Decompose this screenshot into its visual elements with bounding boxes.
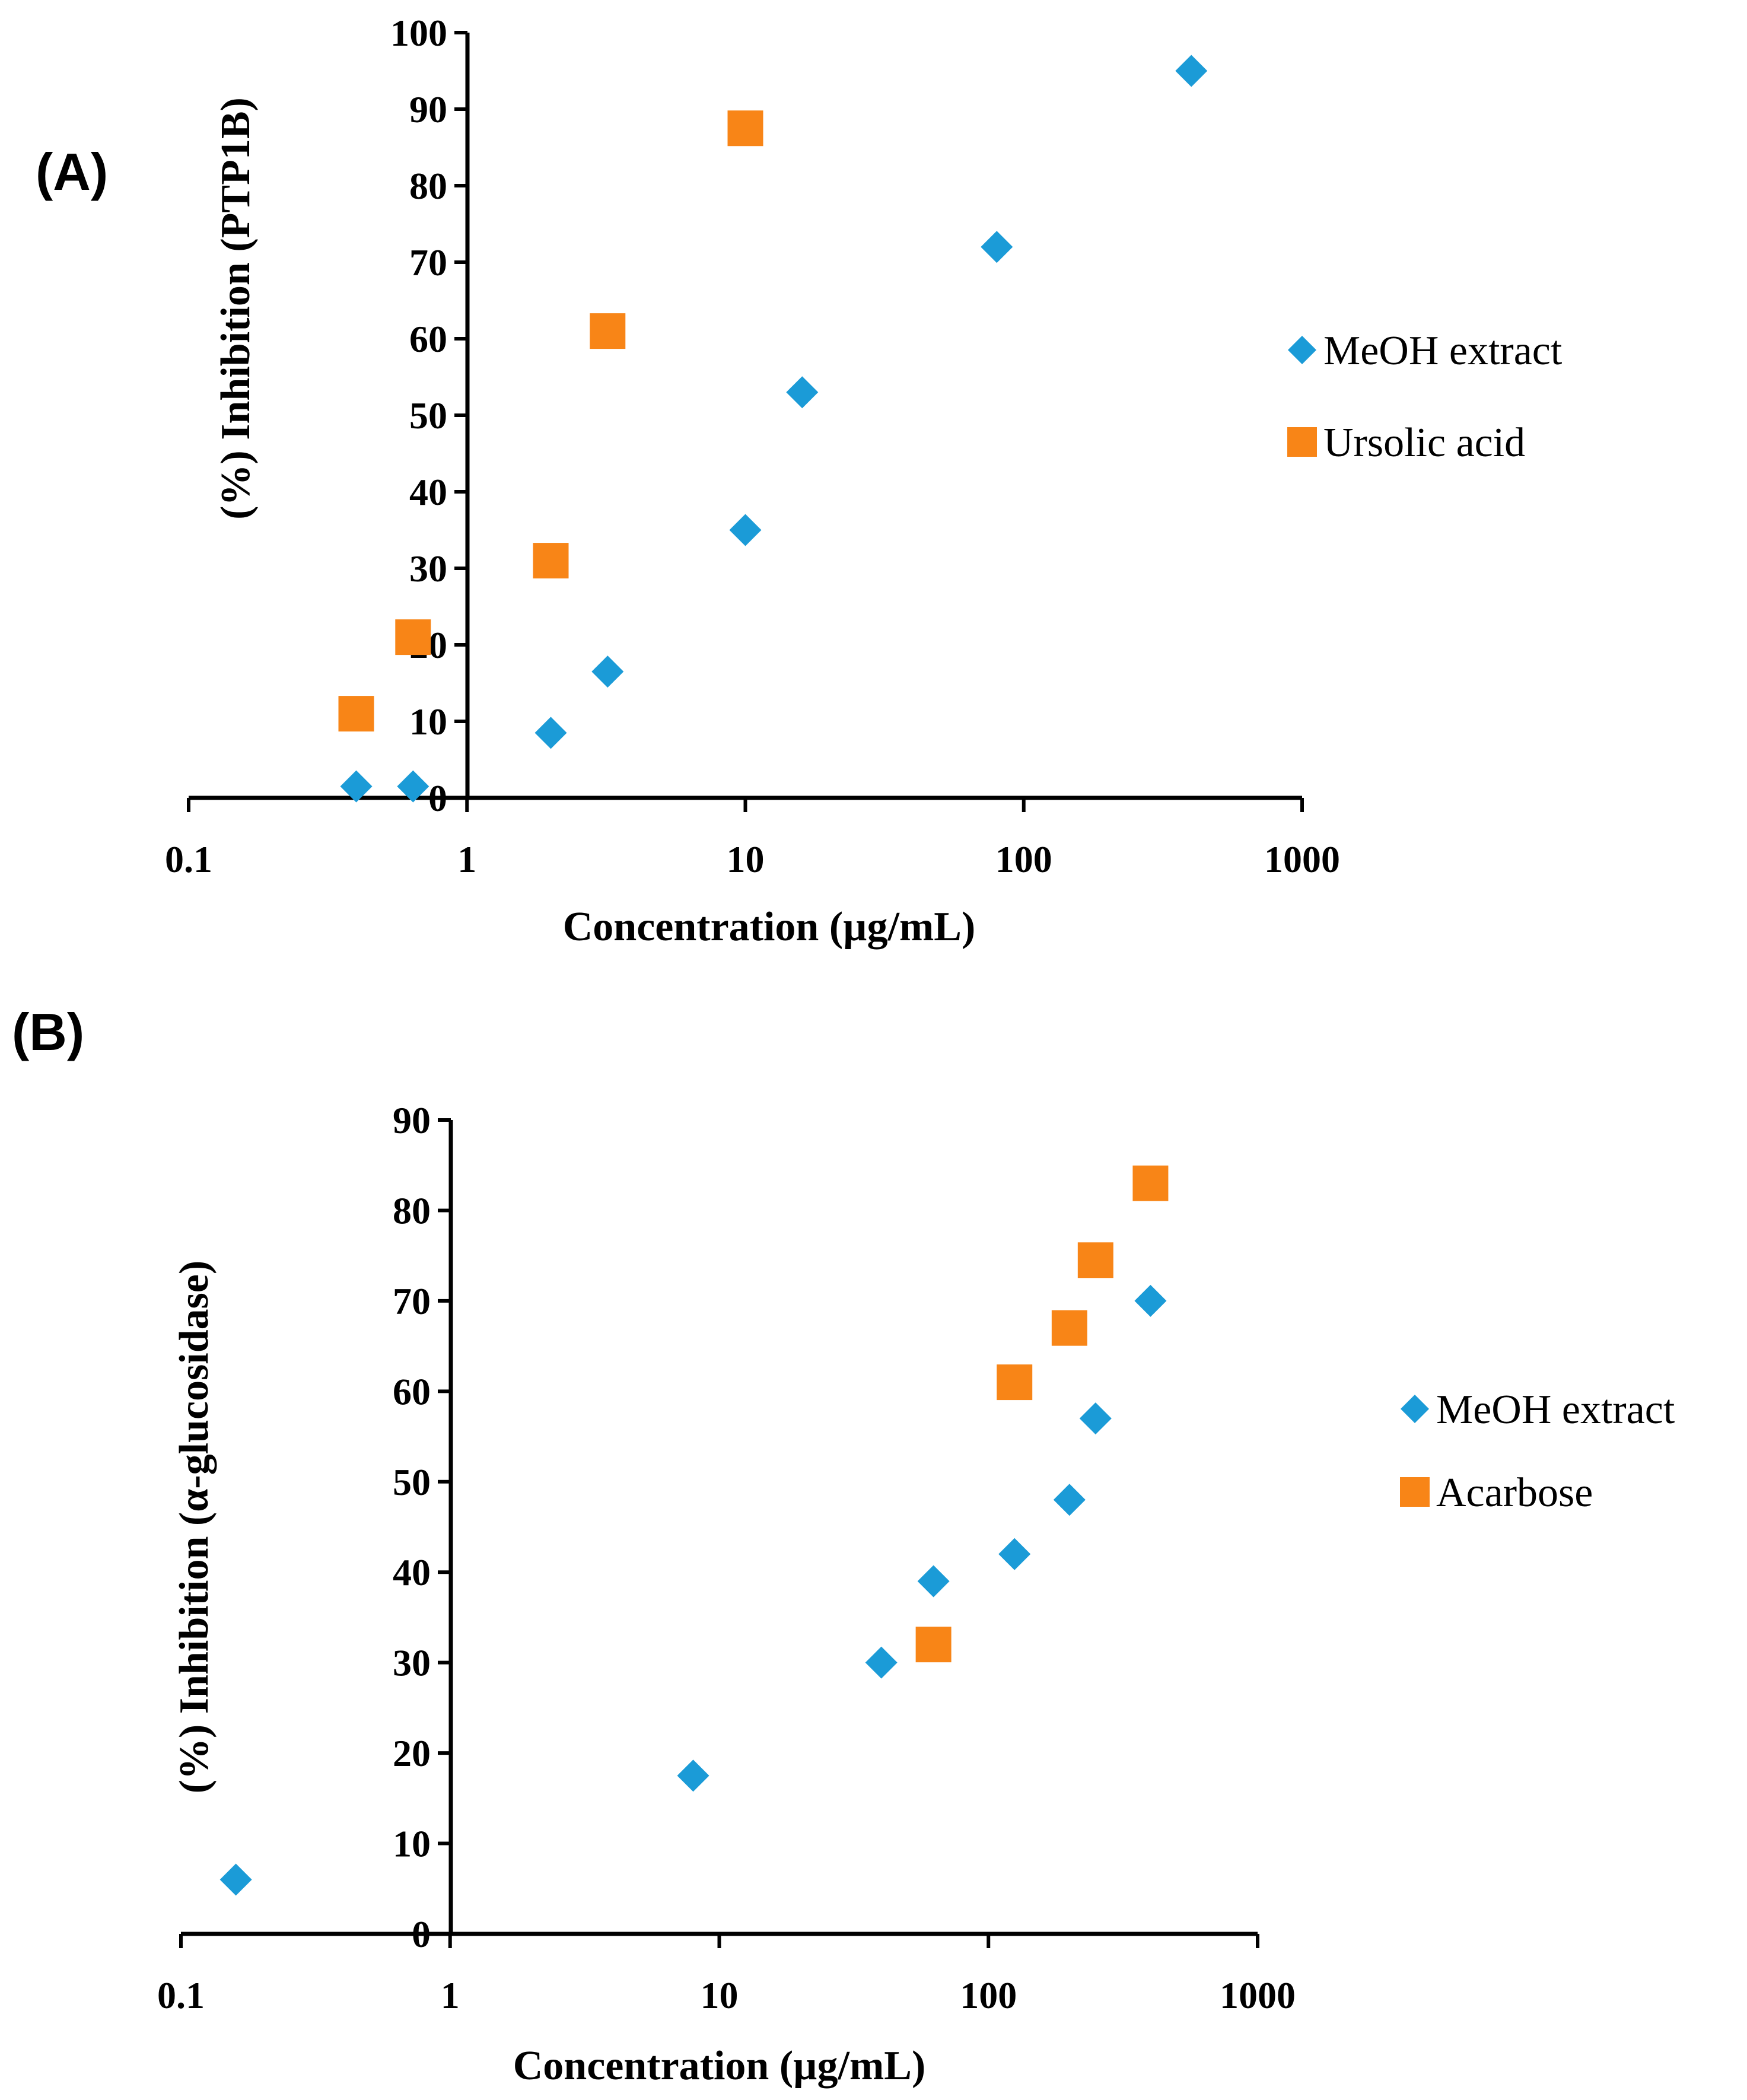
- data-point-diamond: [397, 770, 429, 803]
- data-point-diamond: [1053, 1484, 1086, 1516]
- y-tick-label: 80: [409, 165, 447, 207]
- legend-label: MeOH extract: [1436, 1387, 1675, 1433]
- chart-panel-b: (B) 0.1 1 10 100 1000 0 10 20 30 40 50 60 70 80 90 Conce…: [12, 1003, 1675, 2089]
- data-point-square: [915, 1627, 952, 1663]
- y-tick-label: 50: [409, 394, 447, 437]
- data-point-diamond: [677, 1759, 709, 1792]
- y-tick-label: 0: [412, 1913, 431, 1955]
- y-tick-label: 30: [409, 548, 447, 590]
- data-point-diamond: [917, 1565, 950, 1598]
- panel-label: (A): [36, 142, 108, 201]
- data-point-diamond: [1175, 55, 1208, 87]
- y-tick-label: 50: [393, 1461, 431, 1503]
- series-ursolic-acid: [338, 110, 763, 732]
- y-tick-label: 40: [393, 1551, 431, 1593]
- data-point-diamond: [591, 656, 624, 688]
- data-point-square: [1132, 1165, 1169, 1201]
- legend-label: Ursolic acid: [1323, 420, 1525, 466]
- legend-entry: Acarbose: [1400, 1470, 1593, 1516]
- data-point-diamond: [1134, 1284, 1167, 1317]
- y-tick-label: 0: [428, 777, 447, 819]
- data-point-square: [1077, 1242, 1113, 1278]
- legend-marker-square: [1287, 427, 1317, 457]
- data-point-diamond: [340, 770, 373, 803]
- y-tick-label: 70: [393, 1280, 431, 1322]
- legend-marker-diamond: [1288, 336, 1316, 364]
- x-tick-label: 1: [457, 838, 476, 880]
- y-tick-label: 100: [390, 12, 447, 54]
- legend-entry: Ursolic acid: [1287, 420, 1525, 466]
- legend-marker-square: [1400, 1477, 1430, 1507]
- series-acarbose: [915, 1165, 1169, 1663]
- data-point-square: [1051, 1310, 1087, 1346]
- series-meoh-extract: [340, 55, 1208, 803]
- x-tick-label: 1000: [1264, 838, 1340, 880]
- y-tick-label: 70: [409, 241, 447, 284]
- panel-label: (B): [12, 1003, 84, 1061]
- data-point-diamond: [219, 1863, 252, 1896]
- x-tick-label: 0.1: [157, 1974, 205, 2016]
- x-tick-label: 1: [441, 1974, 460, 2016]
- y-axis-title: (%) Inhibition (α-glucosidase): [171, 1261, 217, 1794]
- data-point-square: [533, 543, 569, 579]
- legend-entry: MeOH extract: [1288, 328, 1563, 374]
- data-point-square: [727, 110, 763, 147]
- y-tick-label: 60: [409, 318, 447, 360]
- x-tick-label: 10: [727, 838, 765, 880]
- data-point-square: [338, 696, 374, 732]
- y-tick-label: 10: [393, 1823, 431, 1865]
- legend-label: MeOH extract: [1323, 328, 1563, 374]
- data-point-diamond: [729, 514, 762, 546]
- series-meoh-extract: [219, 1284, 1167, 1896]
- x-axis-title: Concentration (µg/mL): [513, 2043, 926, 2089]
- data-point-square: [395, 619, 431, 656]
- y-tick-label: 10: [409, 701, 447, 743]
- data-point-diamond: [998, 1538, 1031, 1570]
- data-point-square: [997, 1364, 1033, 1401]
- y-tick-label: 60: [393, 1370, 431, 1412]
- x-tick-label: 100: [995, 838, 1052, 880]
- x-tick-label: 0.1: [165, 838, 212, 880]
- x-tick-label: 10: [701, 1974, 739, 2016]
- y-axis-title: (%) Inhibition (PTP1B): [213, 97, 259, 520]
- data-point-diamond: [534, 717, 567, 749]
- chart-panel-a: (A)0.111010010000102030405060708090100Co…: [36, 12, 1563, 950]
- y-tick-label: 20: [393, 1732, 431, 1774]
- data-point-diamond: [786, 376, 819, 409]
- y-tick-label: 90: [393, 1099, 431, 1141]
- x-tick-label: 100: [960, 1974, 1017, 2016]
- y-tick-label: 30: [393, 1642, 431, 1684]
- data-point-diamond: [865, 1646, 898, 1679]
- data-point-square: [590, 313, 626, 349]
- x-axis-title: Concentration (µg/mL): [563, 904, 976, 950]
- x-tick-label: 1000: [1220, 1974, 1296, 2016]
- legend-label: Acarbose: [1436, 1470, 1593, 1516]
- y-tick-label: 80: [393, 1189, 431, 1232]
- y-tick-label: 40: [409, 471, 447, 513]
- legend-marker-diamond: [1401, 1395, 1429, 1423]
- data-point-diamond: [1079, 1402, 1112, 1435]
- y-tick-label: 90: [409, 88, 447, 131]
- legend-entry: MeOH extract: [1401, 1387, 1675, 1433]
- data-point-diamond: [981, 231, 1013, 263]
